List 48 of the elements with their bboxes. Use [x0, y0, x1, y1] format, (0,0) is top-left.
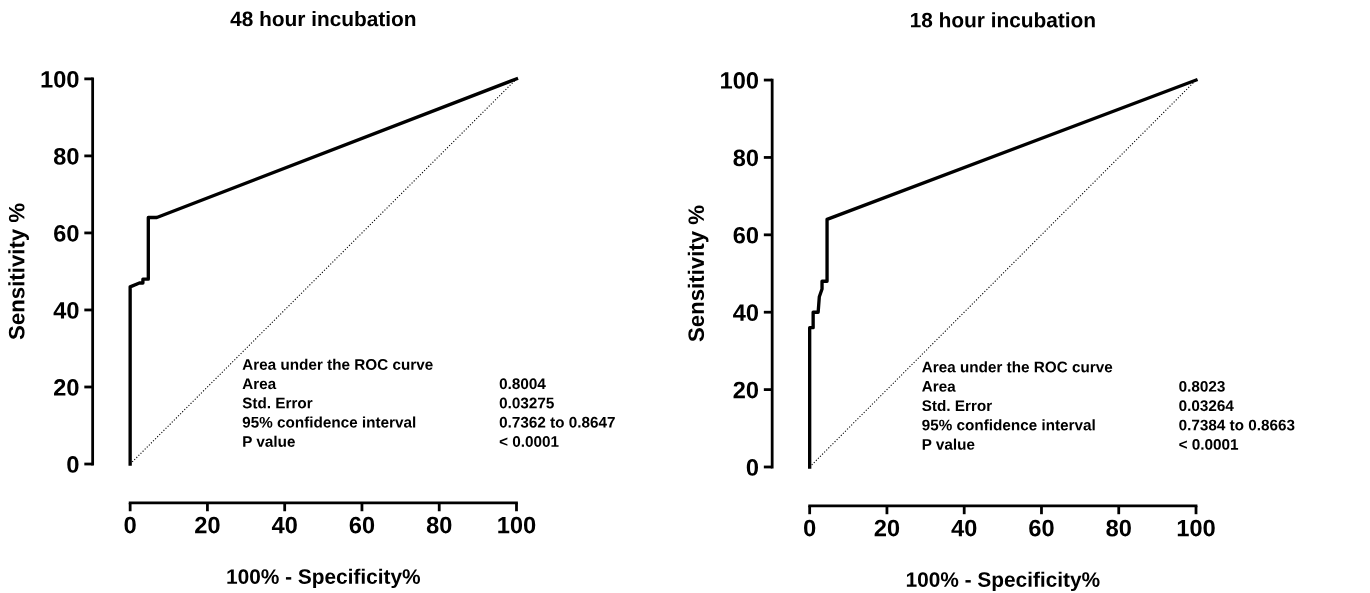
y-tick-label: 0 — [746, 459, 759, 476]
annotation: P value — [243, 435, 295, 447]
annotation: 95% confidence interval — [922, 419, 1095, 431]
y-tick-label: 20 — [733, 381, 759, 399]
annotation: Area under the ROC curve — [242, 358, 433, 370]
y-tick-label: 40 — [53, 302, 79, 319]
annotation: 0.7384 to 0.8663 — [1179, 419, 1295, 431]
x-tick-label: 100 — [1177, 519, 1215, 537]
annotation: Std. Error — [242, 397, 313, 409]
x-tick-label: 20 — [874, 519, 900, 537]
annotation: 0.8004 — [499, 378, 546, 390]
y-tick-label: 20 — [54, 379, 79, 396]
x-tick-label: 40 — [271, 516, 297, 534]
y-tick-label: 100 — [721, 72, 759, 89]
x-tick-label: 0 — [804, 519, 816, 537]
x-tick-label: 60 — [1029, 519, 1054, 537]
chart-title: 48 hour incubation — [230, 10, 416, 27]
annotation: Area under the ROC curve — [922, 361, 1113, 373]
annotation: 0.03264 — [1179, 400, 1234, 412]
y-tick-label: 60 — [733, 226, 759, 244]
chart-title: 18 hour incubation — [910, 12, 1095, 28]
y-tick-label: 80 — [53, 147, 79, 165]
y-axis-title: Sensitivity % — [8, 203, 29, 340]
x-axis-title: 100% - Specificity% — [227, 568, 421, 589]
y-tick-label: 40 — [733, 304, 759, 321]
y-tick-label: 100 — [41, 70, 79, 88]
annotation: < 0.0001 — [499, 436, 559, 447]
x-tick-label: 40 — [951, 519, 977, 537]
x-tick-label: 0 — [124, 516, 136, 534]
x-tick-label: 60 — [349, 516, 375, 534]
annotation: 95% confidence interval — [242, 416, 416, 428]
x-axis-title: 100% - Specificity% — [906, 571, 1100, 592]
annotation: 0.03275 — [499, 397, 554, 409]
annotation: < 0.0001 — [1179, 438, 1239, 450]
annotation: Area — [922, 381, 956, 392]
annotation: Area — [242, 378, 277, 390]
annotation: 0.8023 — [1179, 380, 1225, 392]
x-tick-label: 80 — [426, 516, 452, 534]
y-tick-label: 80 — [733, 149, 759, 167]
annotation: 0.7362 to 0.8647 — [499, 416, 615, 428]
y-axis-title: Sensitivity % — [687, 205, 709, 342]
y-tick-label: 0 — [67, 456, 79, 473]
x-tick-label: 100 — [498, 516, 536, 534]
annotation: Std. Error — [922, 399, 992, 412]
y-tick-label: 60 — [54, 225, 79, 242]
x-tick-label: 20 — [195, 516, 220, 534]
annotation: P value — [922, 438, 975, 450]
x-tick-label: 80 — [1106, 519, 1131, 537]
